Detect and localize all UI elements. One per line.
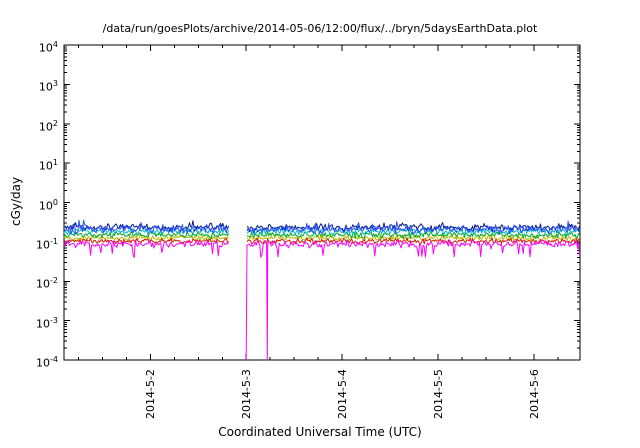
x-tick-label-2014-5-2: 2014-5-2 bbox=[144, 369, 158, 419]
y-tick-label-1e1: 101 bbox=[38, 158, 58, 173]
series-line-blue bbox=[246, 220, 581, 235]
x-tick-label-2014-5-6: 2014-5-6 bbox=[527, 369, 541, 419]
series-line-magenta bbox=[63, 239, 230, 258]
series-line-green bbox=[246, 230, 580, 240]
y-tick-label-1e4: 104 bbox=[38, 40, 58, 55]
series-line-olive bbox=[63, 234, 229, 242]
x-tick-label-2014-5-3: 2014-5-3 bbox=[240, 369, 254, 419]
x-tick-label-2014-5-5: 2014-5-5 bbox=[432, 369, 446, 419]
series-line-green bbox=[63, 230, 230, 240]
axis-ticks bbox=[64, 44, 580, 361]
series-line-blue bbox=[63, 219, 229, 235]
y-tick-label-1e3: 103 bbox=[38, 79, 58, 95]
y-tick-label-1e-4: 10-4 bbox=[36, 355, 58, 370]
y-tick-label-1e-1: 10-1 bbox=[36, 236, 58, 252]
series-line-red bbox=[246, 237, 580, 246]
y-tick-label-1e2: 102 bbox=[38, 118, 58, 134]
chart-title: /data/run/goesPlots/archive/2014-05-06/1… bbox=[102, 22, 538, 35]
y-tick-label-1e0: 100 bbox=[38, 197, 58, 213]
series-line-red bbox=[63, 237, 229, 245]
series-line-olive bbox=[246, 233, 580, 242]
series-line-magenta bbox=[245, 238, 581, 361]
series-line-navy bbox=[246, 222, 581, 233]
plot-border bbox=[63, 44, 581, 361]
x-tick-label-2014-5-4: 2014-5-4 bbox=[336, 369, 350, 419]
y-tick-label-1e-3: 10-3 bbox=[36, 315, 58, 331]
x-axis-label: Coordinated Universal Time (UTC) bbox=[218, 425, 422, 439]
y-tick-label-1e-2: 10-2 bbox=[36, 276, 58, 291]
